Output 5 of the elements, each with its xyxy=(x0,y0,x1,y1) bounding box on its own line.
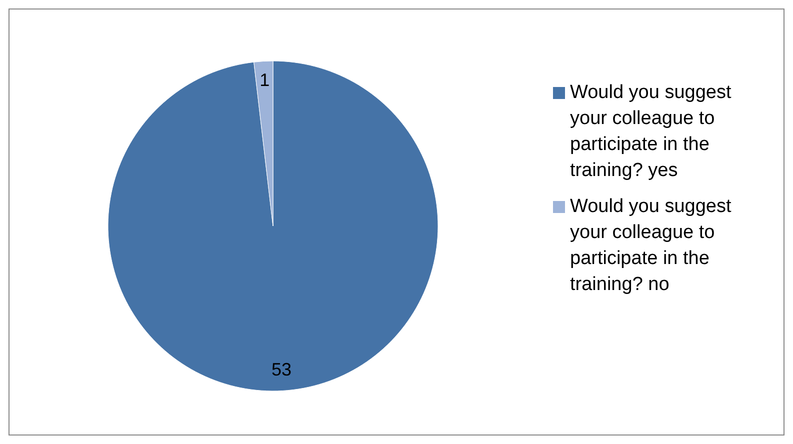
legend-label: Would you suggest your colleague to participate in the training? yes xyxy=(570,82,732,181)
data-label: 1 xyxy=(260,70,270,90)
legend-label: Would you suggest your colleague to participate in the training? no xyxy=(570,196,732,295)
pie-slice xyxy=(108,60,438,391)
data-label: 53 xyxy=(271,360,292,380)
